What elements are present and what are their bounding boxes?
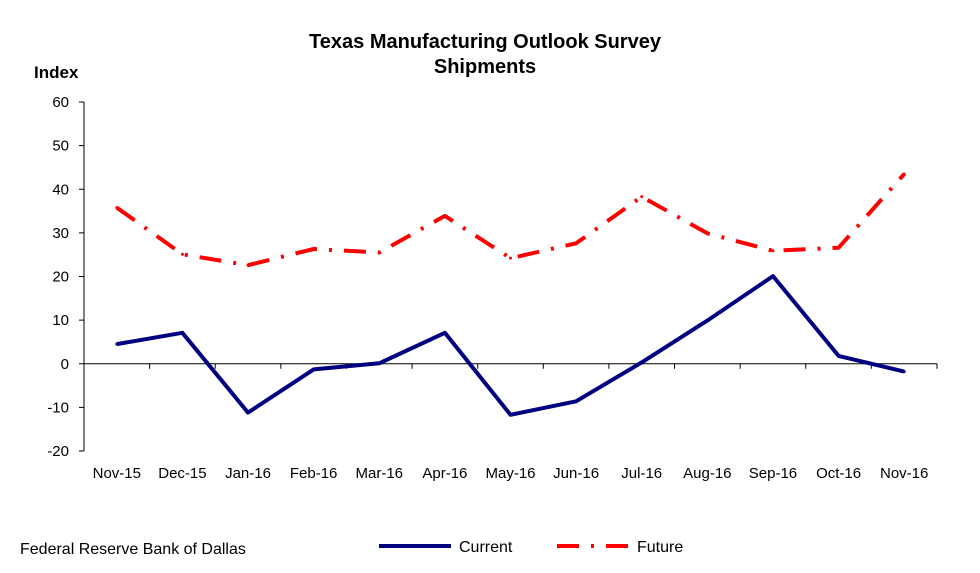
y-tick-label: 30 <box>52 225 69 242</box>
data-point-current <box>180 331 184 335</box>
y-axis-label: Index <box>34 63 79 82</box>
data-point-future <box>902 172 906 176</box>
y-tick-label: 40 <box>52 181 69 198</box>
data-point-current <box>705 319 709 323</box>
data-point-future <box>640 195 644 199</box>
data-point-future <box>377 251 381 255</box>
legend: Current Future <box>379 539 683 556</box>
chart-title: Texas Manufacturing Outlook Survey <box>309 31 662 53</box>
x-tick-label: Apr-16 <box>422 465 467 482</box>
data-point-current <box>246 411 250 415</box>
data-point-current <box>771 274 775 278</box>
x-tick-label: Oct-16 <box>816 465 861 482</box>
x-tick-label: Nov-15 <box>93 465 141 482</box>
data-point-future <box>115 206 119 210</box>
data-point-current <box>902 370 906 374</box>
y-tick-label: 0 <box>61 356 69 373</box>
data-point-future <box>180 252 184 256</box>
y-tick-label: 10 <box>52 312 69 329</box>
x-tick-label: Jan-16 <box>225 465 271 482</box>
x-tick-label: Sep-16 <box>749 465 797 482</box>
x-tick-label: May-16 <box>485 465 535 482</box>
y-tick-label: 60 <box>52 94 69 111</box>
y-tick-label: -20 <box>47 443 69 460</box>
data-point-current <box>312 367 316 371</box>
legend-current-label: Current <box>459 539 513 556</box>
x-tick-label: Mar-16 <box>356 465 404 482</box>
y-tick-label: 50 <box>52 138 69 155</box>
x-tick-label: Jun-16 <box>553 465 599 482</box>
y-tick-labels: -20 -10 0 10 20 30 40 50 60 <box>47 94 69 460</box>
data-point-future <box>771 249 775 253</box>
axes <box>79 101 938 452</box>
y-tick-label: -10 <box>47 399 69 416</box>
data-point-current <box>115 342 119 346</box>
series-line-current <box>116 274 905 417</box>
data-point-current <box>443 331 447 335</box>
source-note: Federal Reserve Bank of Dallas <box>20 541 246 558</box>
data-point-future <box>509 256 512 260</box>
x-tick-label: Feb-16 <box>290 465 338 482</box>
y-tick-label: 20 <box>52 269 69 286</box>
data-point-current <box>509 413 512 417</box>
x-tick-label: Nov-16 <box>880 465 928 482</box>
data-point-future <box>312 247 316 251</box>
data-point-future <box>246 263 250 267</box>
series-lines <box>115 172 906 417</box>
x-tick-labels: Nov-15 Dec-15 Jan-16 Feb-16 Mar-16 Apr-16 May-… <box>93 465 929 482</box>
legend-future-label: Future <box>637 539 683 556</box>
x-tick-label: Aug-16 <box>683 465 731 482</box>
data-point-current <box>837 354 841 358</box>
series-line-future <box>115 172 906 268</box>
data-point-current <box>377 361 381 365</box>
chart-subtitle: Shipments <box>434 56 536 78</box>
data-point-current <box>574 399 578 403</box>
data-point-current <box>640 360 644 364</box>
data-point-future <box>574 241 578 245</box>
data-point-future <box>705 231 709 235</box>
data-point-future <box>837 246 841 250</box>
x-tick-label: Dec-15 <box>158 465 206 482</box>
data-point-future <box>443 214 447 218</box>
x-tick-label: Jul-16 <box>621 465 662 482</box>
